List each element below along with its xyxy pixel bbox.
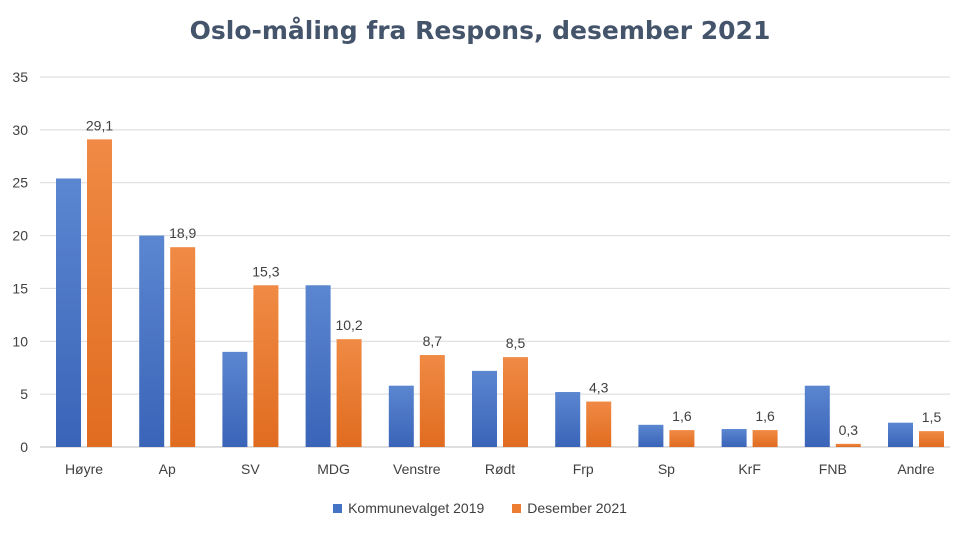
y-tick-label: 25 [12, 175, 28, 191]
bar-desember-2021 [336, 339, 362, 447]
x-tick-label: FNB [819, 461, 847, 477]
data-label: 15,3 [252, 263, 279, 279]
data-label: 29,1 [86, 117, 113, 133]
data-label: 4,3 [589, 380, 609, 396]
bar-desember-2021 [752, 430, 778, 447]
x-tick-label: MDG [317, 461, 350, 477]
bar-desember-2021 [919, 431, 944, 447]
y-tick-label: 15 [12, 280, 28, 296]
bar-desember-2021 [419, 355, 445, 447]
y-axis: 0 5 10 15 20 25 30 35 [12, 69, 28, 455]
bar-kommunevalget-2019 [555, 392, 581, 447]
legend-swatch-series-2 [512, 503, 522, 513]
legend-label-series-2: Desember 2021 [527, 500, 627, 516]
data-label: 1,6 [672, 408, 692, 424]
x-tick-label: Høyre [65, 461, 103, 477]
bar-kommunevalget-2019 [888, 422, 913, 447]
y-tick-label: 30 [12, 122, 28, 138]
bars [56, 139, 944, 447]
bar-desember-2021 [669, 430, 695, 447]
data-label: 8,7 [423, 333, 443, 349]
bar-kommunevalget-2019 [472, 370, 497, 447]
x-tick-label: Rødt [485, 461, 515, 477]
x-tick-label: KrF [738, 461, 761, 477]
bar-kommunevalget-2019 [139, 235, 165, 447]
data-label: 1,6 [755, 408, 775, 424]
y-tick-label: 10 [12, 333, 28, 349]
y-tick-label: 20 [12, 228, 28, 244]
data-labels: 29,1 18,9 15,3 10,2 8,7 8,5 4,3 1,6 1,6 0,3 1,5 [86, 117, 942, 437]
y-tick-label: 5 [20, 386, 28, 402]
bar-desember-2021 [253, 285, 279, 447]
data-label: 8,5 [506, 335, 526, 351]
bar-kommunevalget-2019 [222, 351, 248, 447]
x-axis: Høyre Ap SV MDG Venstre Rødt Frp Sp KrF FNB Andre [65, 461, 935, 477]
x-tick-label: SV [241, 461, 260, 477]
x-tick-label: Venstre [393, 461, 441, 477]
chart-title: Oslo-måling fra Respons, desember 2021 [189, 16, 771, 45]
bar-desember-2021 [835, 443, 861, 447]
bar-desember-2021 [170, 247, 196, 447]
bar-kommunevalget-2019 [388, 385, 414, 447]
x-tick-label: Ap [159, 461, 176, 477]
legend-label-series-1: Kommunevalget 2019 [348, 500, 485, 516]
legend-item-series-1: Kommunevalget 2019 [333, 500, 484, 516]
x-tick-label: Frp [573, 461, 594, 477]
bar-desember-2021 [586, 401, 612, 447]
data-label: 18,9 [169, 225, 196, 241]
y-tick-label: 0 [20, 439, 28, 455]
legend-item-series-2: Desember 2021 [512, 500, 627, 516]
legend-swatch-series-1 [333, 503, 343, 513]
bar-kommunevalget-2019 [638, 424, 664, 447]
bar-kommunevalget-2019 [305, 285, 331, 447]
bar-desember-2021 [87, 139, 112, 447]
data-label: 1,5 [922, 409, 942, 425]
data-label: 10,2 [335, 317, 362, 333]
x-tick-label: Andre [897, 461, 935, 477]
bar-desember-2021 [503, 357, 528, 447]
data-label: 0,3 [839, 422, 859, 438]
bar-kommunevalget-2019 [56, 178, 81, 447]
bar-kommunevalget-2019 [721, 429, 747, 447]
bar-kommunevalget-2019 [804, 385, 830, 447]
legend: Kommunevalget 2019 Desember 2021 [0, 500, 960, 516]
x-tick-label: Sp [658, 461, 675, 477]
y-tick-label: 35 [12, 69, 28, 85]
